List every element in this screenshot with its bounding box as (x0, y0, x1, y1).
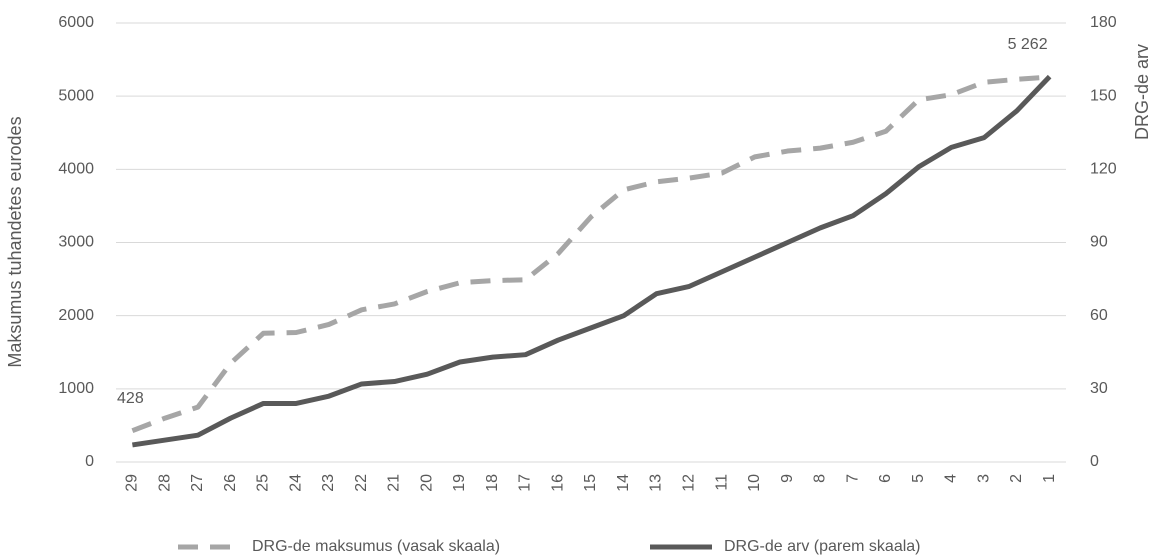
y-tick-label: 5000 (58, 87, 94, 104)
x-tick-label: 28 (156, 474, 173, 492)
x-tick-label: 26 (222, 474, 239, 492)
y-tick-label: 0 (85, 453, 94, 470)
x-tick-label: 1 (1041, 474, 1058, 483)
y2-axis-title: DRG-de arv (1132, 44, 1152, 140)
x-tick-label: 24 (287, 474, 304, 492)
y2-tick-label: 30 (1090, 380, 1108, 397)
x-tick-label: 4 (943, 474, 960, 483)
y2-tick-label: 150 (1090, 87, 1117, 104)
x-tick-label: 10 (746, 474, 763, 492)
y-tick-label: 6000 (58, 14, 94, 31)
legend-label: DRG-de maksumus (vasak skaala) (252, 538, 500, 555)
x-tick-label: 17 (517, 474, 534, 492)
y2-tick-label: 90 (1090, 234, 1108, 251)
x-tick-label: 14 (615, 474, 632, 492)
series-line (132, 74, 1052, 448)
y-tick-label: 4000 (58, 161, 94, 178)
x-tick-label: 12 (680, 474, 697, 492)
x-tick-label: 25 (255, 474, 272, 492)
x-tick-label: 20 (418, 474, 435, 492)
x-tick-label: 5 (910, 474, 927, 483)
data-label: 428 (117, 390, 144, 407)
x-tick-label: 8 (812, 474, 829, 483)
x-tick-label: 3 (975, 474, 992, 483)
y2-tick-label: 60 (1090, 307, 1108, 324)
x-tick-label: 6 (877, 474, 894, 483)
x-tick-label: 15 (582, 474, 599, 492)
x-tick-label: 7 (844, 474, 861, 483)
x-tick-label: 13 (648, 474, 665, 492)
series-line (131, 74, 1050, 434)
x-tick-label: 22 (353, 474, 370, 492)
y2-tick-label: 0 (1090, 453, 1099, 470)
x-tick-label: 21 (386, 474, 403, 492)
y-tick-label: 2000 (58, 307, 94, 324)
y2-tick-label: 120 (1090, 161, 1117, 178)
legend-label: DRG-de arv (parem skaala) (724, 538, 921, 555)
x-tick-label: 27 (189, 474, 206, 492)
x-tick-label: 16 (549, 474, 566, 492)
x-tick-label: 18 (484, 474, 501, 492)
y-tick-label: 1000 (58, 380, 94, 397)
x-tick-label: 2 (1008, 474, 1025, 483)
y2-tick-label: 180 (1090, 14, 1117, 31)
y-axis-title: Maksumus tuhandetes eurodes (5, 116, 25, 367)
x-tick-label: 23 (320, 474, 337, 492)
x-tick-label: 29 (124, 474, 141, 492)
x-tick-label: 9 (779, 474, 796, 483)
data-label: 5 262 (1008, 36, 1048, 53)
x-tick-label: 19 (451, 474, 468, 492)
y-tick-label: 3000 (58, 234, 94, 251)
x-tick-label: 11 (713, 474, 730, 491)
